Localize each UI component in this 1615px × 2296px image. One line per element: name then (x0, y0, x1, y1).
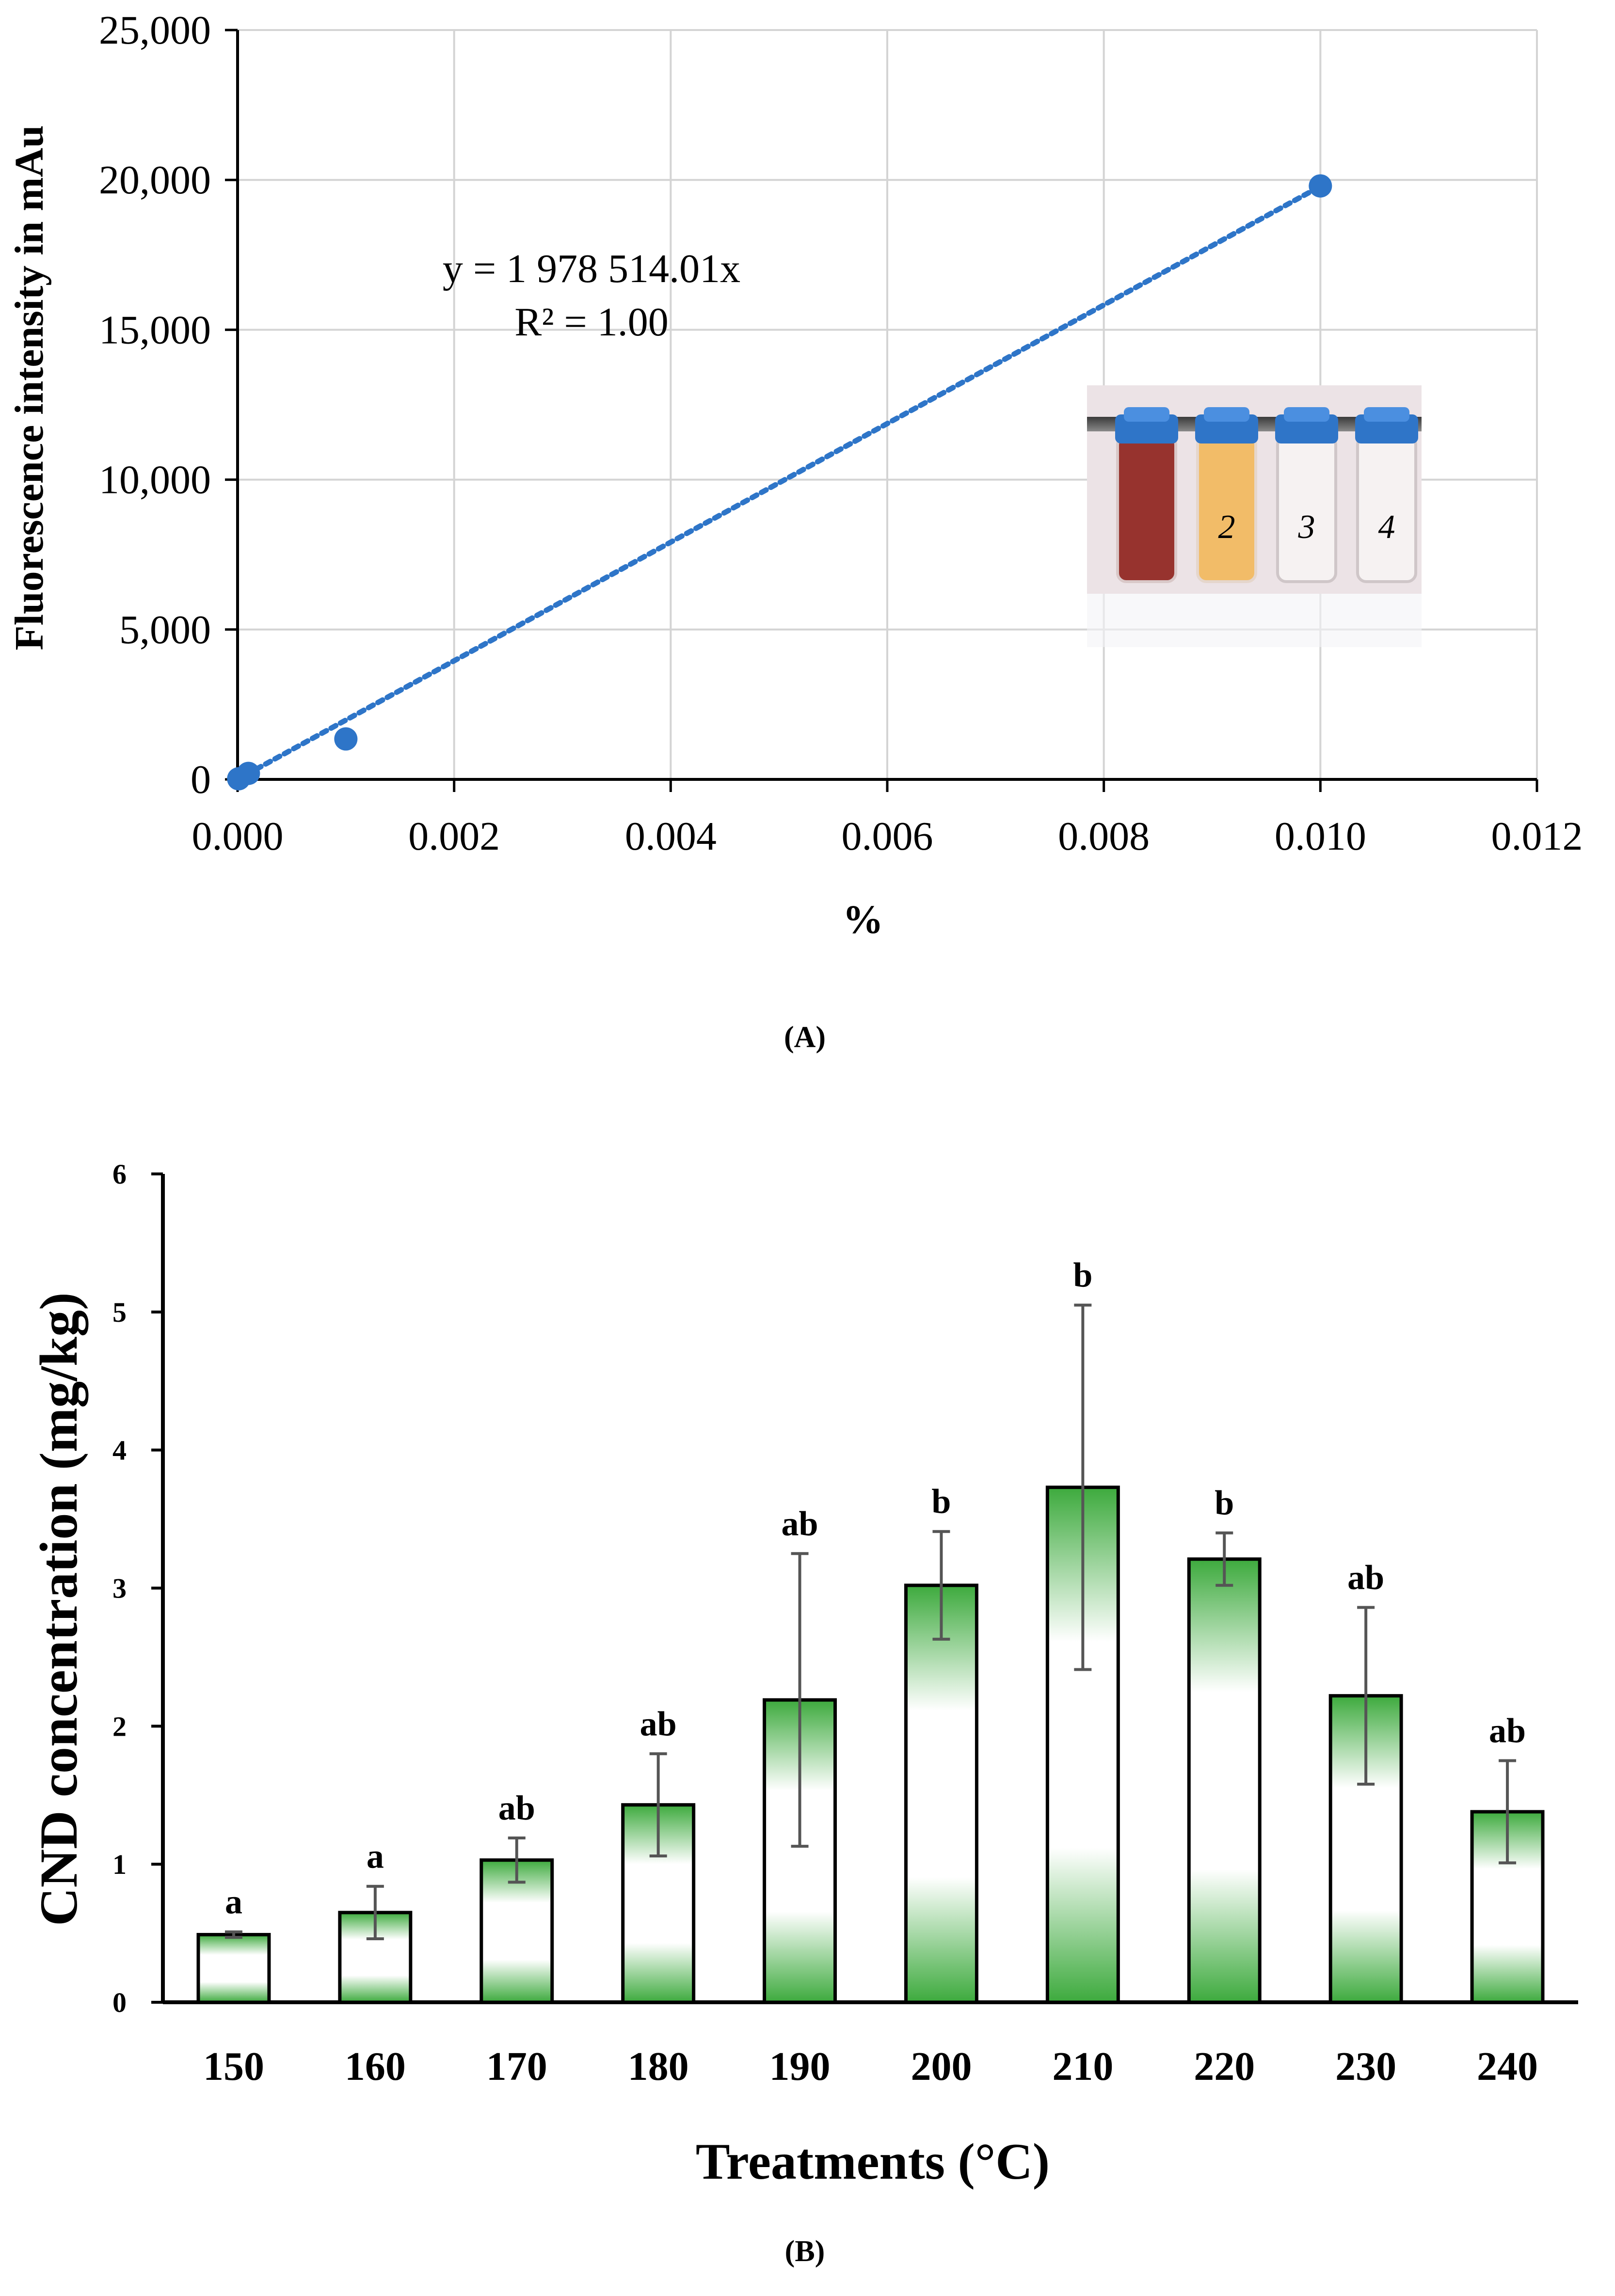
chart-a-data-point (237, 761, 260, 785)
chart-a-equation: y = 1 978 514.01x (443, 246, 740, 291)
chart-b-y-tick-label: 2 (112, 1710, 127, 1742)
chart-b-significance-letter: b (931, 1482, 951, 1521)
chart-b-error-bars (224, 1303, 1517, 1940)
chart-b-panel-label: (B) (785, 2235, 825, 2268)
vials-photo: 2 3 4 (1087, 385, 1422, 647)
chart-b-bars (196, 1486, 1545, 2004)
chart-a-x-tick-labels: 0.000 0.002 0.004 0.006 0.008 0.010 0.012 (192, 814, 1583, 859)
chart-b-x-tick-label: 220 (1194, 2044, 1255, 2089)
chart-b-x-axis-title: Treatments (°C) (696, 2133, 1050, 2190)
chart-b-x-tick-label: 240 (1477, 2044, 1538, 2089)
chart-a-trendline (235, 183, 1323, 782)
chart-b-bar (1328, 1694, 1403, 2004)
chart-b-y-tick-label: 4 (112, 1435, 127, 1466)
chart-a-gridlines (238, 29, 1538, 779)
chart-a-y-tick-label: 15,000 (99, 307, 211, 352)
vial-1 (1115, 407, 1178, 583)
chart-a-x-axis-title: % (843, 897, 883, 942)
chart-b-x-tick-label: 160 (345, 2044, 406, 2089)
chart-b-significance-letter: b (1215, 1484, 1234, 1522)
chart-b-y-axis-title: CND concentration (mg/kg) (29, 1292, 88, 1926)
chart-b-y-tick-label: 5 (112, 1297, 127, 1328)
chart-b-significance-letter: ab (640, 1704, 677, 1743)
chart-a-y-tick-label: 25,000 (99, 8, 211, 53)
chart-a-y-tick-labels: 0 5,000 10,000 15,000 20,000 25,000 (99, 8, 211, 802)
chart-a-x-tick-label: 0.006 (842, 814, 933, 859)
chart-a-y-tick-label: 0 (191, 757, 211, 802)
chart-a-y-axis-title: Fluorescence intensity in mAu (7, 125, 52, 650)
chart-b-bar (196, 1932, 271, 2004)
chart-a-trendline-path (235, 183, 1323, 782)
chart-b-significance-letter: ab (498, 1789, 535, 1827)
chart-a-y-tick-label: 5,000 (119, 607, 211, 652)
chart-b: 0 1 2 3 4 5 6 a a ab ab ab b b b ab ab 150 160 170 180 190 2… (29, 1158, 1578, 2268)
vial-2: 2 (1195, 407, 1258, 583)
chart-b-significance-letter: a (367, 1837, 384, 1876)
chart-b-x-tick-label: 150 (203, 2044, 264, 2089)
chart-b-bar (904, 1583, 978, 2004)
chart-a-x-tick-label: 0.004 (625, 814, 717, 859)
vial-3-label: 3 (1298, 508, 1315, 546)
chart-b-significance-letters: a a ab ab ab b b b ab ab (225, 1256, 1526, 1921)
chart-b-significance-letter: a (225, 1883, 242, 1921)
chart-b-x-tick-label: 210 (1052, 2044, 1113, 2089)
chart-a-x-tick-label: 0.000 (192, 814, 284, 859)
chart-b-significance-letter: ab (1347, 1558, 1384, 1597)
chart-a-x-tick-label: 0.010 (1275, 814, 1366, 859)
chart-b-x-tick-label: 230 (1335, 2044, 1396, 2089)
chart-a-r-squared: R² = 1.00 (514, 300, 669, 345)
chart-a-y-tick-label: 20,000 (99, 158, 211, 203)
chart-b-significance-letter: b (1073, 1256, 1092, 1295)
chart-b-y-tick-label: 1 (112, 1849, 127, 1880)
chart-b-x-tick-label: 190 (769, 2044, 831, 2089)
chart-a-y-tick-label: 10,000 (99, 458, 211, 503)
chart-b-x-tick-label: 170 (486, 2044, 547, 2089)
chart-b-significance-letter: ab (782, 1504, 818, 1543)
chart-a-data-point (334, 727, 358, 751)
chart-b-y-tick-label: 3 (112, 1573, 127, 1604)
chart-a-data-point (1309, 174, 1332, 198)
chart-a-x-tick-label: 0.008 (1058, 814, 1150, 859)
chart-a-points (227, 174, 1332, 791)
chart-b-bar (480, 1858, 554, 2004)
vial-3: 3 (1275, 407, 1338, 583)
chart-b-x-tick-label: 180 (628, 2044, 689, 2089)
chart-b-x-tick-labels: 150 160 170 180 190 200 210 220 230 240 (203, 2044, 1538, 2089)
chart-a-x-tick-label: 0.012 (1491, 814, 1583, 859)
chart-b-y-tick-labels: 0 1 2 3 4 5 6 (112, 1158, 127, 2018)
vial-4-label: 4 (1378, 508, 1395, 546)
vial-2-label: 2 (1218, 508, 1235, 546)
chart-a-x-tick-label: 0.002 (408, 814, 500, 859)
chart-b-y-tick-label: 6 (112, 1158, 127, 1190)
chart-b-significance-letter: ab (1489, 1711, 1526, 1750)
chart-b-x-tick-label: 200 (911, 2044, 972, 2089)
vial-4: 4 (1355, 407, 1418, 583)
chart-b-y-tick-label: 0 (112, 1987, 127, 2018)
chart-b-bar (1187, 1557, 1262, 2004)
chart-a-panel-label: (A) (784, 1021, 826, 1054)
